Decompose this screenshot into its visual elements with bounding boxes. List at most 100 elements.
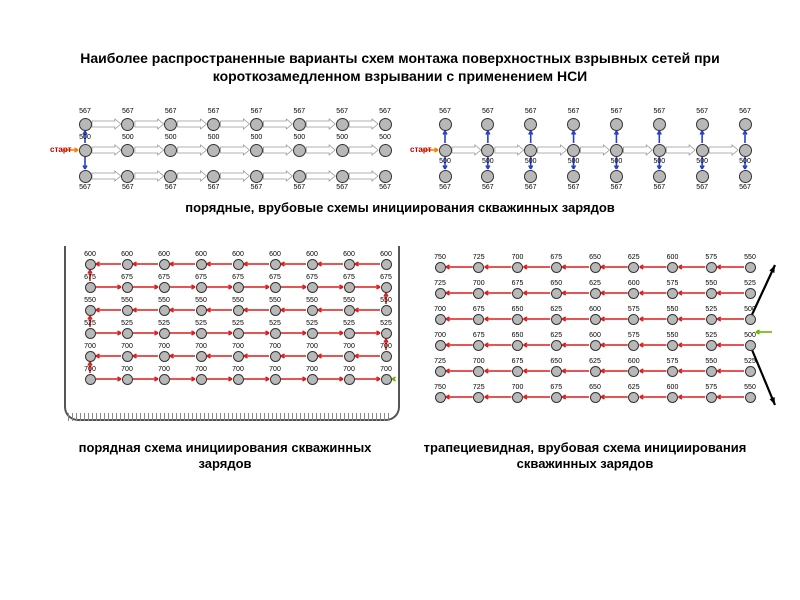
blast-hole-node — [696, 118, 709, 131]
delay-label: 550 — [339, 297, 359, 304]
blast-hole-node — [85, 282, 96, 293]
blast-hole-node — [512, 366, 523, 377]
blast-hole-node — [381, 328, 392, 339]
blast-hole-node — [481, 118, 494, 131]
blast-hole-node — [344, 305, 355, 316]
blast-hole-node — [381, 259, 392, 270]
blast-hole-node — [250, 144, 263, 157]
delay-label: 575 — [624, 332, 644, 339]
delay-label: 567 — [375, 108, 395, 115]
delay-label: 650 — [585, 384, 605, 391]
blast-hole-node — [439, 144, 452, 157]
blast-hole-node — [524, 170, 537, 183]
blast-hole-node — [745, 340, 756, 351]
blast-hole-node — [79, 144, 92, 157]
blast-hole-node — [524, 118, 537, 131]
delay-label: 567 — [118, 184, 138, 191]
blast-hole-node — [628, 366, 639, 377]
delay-label: 567 — [161, 108, 181, 115]
delay-label: 700 — [228, 343, 248, 350]
blast-hole-node — [159, 351, 170, 362]
blast-hole-node — [196, 305, 207, 316]
delay-label: 550 — [228, 297, 248, 304]
delay-label: 567 — [161, 184, 181, 191]
delay-label: 650 — [585, 254, 605, 261]
delay-label: 725 — [430, 280, 450, 287]
blast-hole-node — [336, 170, 349, 183]
blast-hole-node — [159, 374, 170, 385]
blast-hole-node — [307, 282, 318, 293]
blast-hole-node — [524, 144, 537, 157]
delay-label: 625 — [624, 384, 644, 391]
blast-hole-node — [590, 262, 601, 273]
delay-label: 567 — [649, 108, 669, 115]
delay-label: 675 — [339, 274, 359, 281]
blast-hole-node — [85, 351, 96, 362]
delay-label: 500 — [435, 158, 455, 165]
blast-hole-node — [207, 144, 220, 157]
delay-label: 567 — [332, 184, 352, 191]
blast-hole-node — [196, 259, 207, 270]
blast-hole-node — [336, 144, 349, 157]
delay-label: 600 — [302, 251, 322, 258]
delay-label: 550 — [740, 254, 760, 261]
delay-label: 700 — [191, 366, 211, 373]
delay-label: 700 — [265, 366, 285, 373]
blast-hole-node — [739, 170, 752, 183]
delay-label: 700 — [117, 366, 137, 373]
delay-label: 500 — [740, 306, 760, 313]
delay-label: 600 — [265, 251, 285, 258]
delay-label: 575 — [701, 254, 721, 261]
blast-hole-node — [473, 392, 484, 403]
blast-hole-node — [512, 314, 523, 325]
delay-label: 675 — [80, 274, 100, 281]
blast-hole-node — [270, 305, 281, 316]
delay-label: 567 — [75, 184, 95, 191]
blast-hole-node — [270, 282, 281, 293]
blast-hole-node — [696, 170, 709, 183]
blast-hole-node — [233, 282, 244, 293]
delay-label: 500 — [118, 134, 138, 141]
blast-hole-node — [567, 144, 580, 157]
delay-label: 700 — [302, 366, 322, 373]
delay-label: 567 — [246, 108, 266, 115]
hash-marks — [68, 413, 392, 421]
blast-hole-node — [164, 144, 177, 157]
blast-hole-node — [336, 118, 349, 131]
delay-label: 675 — [265, 274, 285, 281]
blast-hole-node — [473, 340, 484, 351]
blast-hole-node — [293, 144, 306, 157]
blast-hole-node — [739, 118, 752, 131]
blast-hole-node — [628, 340, 639, 351]
delay-label: 525 — [80, 320, 100, 327]
blast-hole-node — [667, 392, 678, 403]
delay-label: 550 — [117, 297, 137, 304]
blast-hole-node — [85, 374, 96, 385]
delay-label: 567 — [606, 108, 626, 115]
blast-hole-node — [307, 328, 318, 339]
blast-hole-node — [551, 366, 562, 377]
delay-label: 675 — [508, 358, 528, 365]
delay-label: 567 — [435, 184, 455, 191]
delay-label: 700 — [80, 343, 100, 350]
caption-top: порядные, врубовые схемы инициирования с… — [0, 200, 800, 215]
delay-label: 600 — [585, 306, 605, 313]
delay-label: 675 — [546, 254, 566, 261]
blast-hole-node — [435, 392, 446, 403]
blast-hole-node — [250, 118, 263, 131]
blast-hole-node — [567, 118, 580, 131]
delay-label: 550 — [740, 384, 760, 391]
blast-hole-node — [512, 340, 523, 351]
blast-hole-node — [473, 288, 484, 299]
blast-hole-node — [653, 170, 666, 183]
delay-label: 500 — [204, 134, 224, 141]
blast-hole-node — [196, 282, 207, 293]
blast-hole-node — [706, 288, 717, 299]
blast-hole-node — [590, 392, 601, 403]
diagram-top-right: старт56756756756756756756756750050050050… — [420, 110, 750, 190]
blast-hole-node — [293, 170, 306, 183]
blast-hole-node — [706, 392, 717, 403]
blast-hole-node — [667, 262, 678, 273]
delay-label: 700 — [80, 366, 100, 373]
delay-label: 700 — [339, 343, 359, 350]
